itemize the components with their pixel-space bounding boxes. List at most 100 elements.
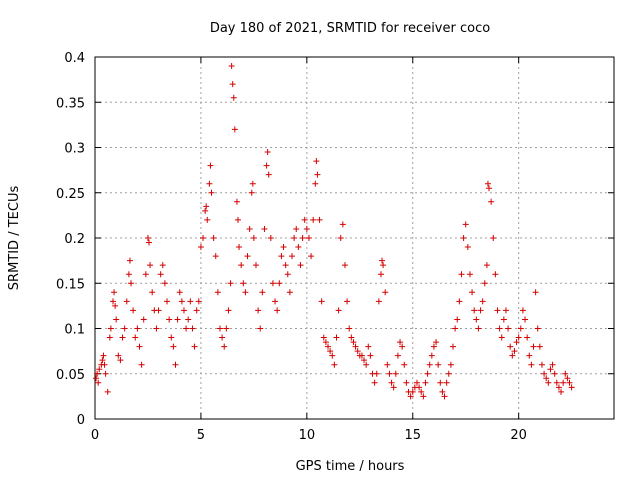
data-point [314, 171, 321, 178]
data-point [519, 307, 526, 314]
data-point [541, 370, 548, 377]
data-point [228, 63, 235, 70]
data-point [456, 298, 463, 305]
data-point [95, 379, 102, 386]
data-point [392, 370, 399, 377]
data-point [500, 316, 507, 323]
data-point [100, 352, 107, 359]
data-point [511, 348, 518, 355]
data-point [382, 289, 389, 296]
data-point [492, 271, 499, 278]
data-point [242, 289, 249, 296]
data-point [447, 361, 454, 368]
data-point [388, 379, 395, 386]
data-point [464, 244, 471, 251]
data-point [350, 339, 357, 346]
data-point [526, 352, 533, 359]
data-point [106, 334, 113, 341]
data-point [123, 298, 130, 305]
data-point [208, 189, 215, 196]
data-point [420, 393, 427, 400]
data-point [140, 316, 147, 323]
data-point [310, 216, 317, 223]
data-point [484, 180, 491, 187]
data-point [394, 352, 401, 359]
data-point [313, 158, 320, 165]
data-point [377, 271, 384, 278]
data-point [144, 235, 151, 241]
data-point [101, 361, 108, 368]
data-point [344, 298, 351, 305]
data-point [543, 375, 550, 382]
data-point [259, 289, 266, 296]
data-point [257, 325, 264, 332]
data-point [126, 257, 133, 264]
data-point [219, 334, 226, 341]
data-point [566, 379, 573, 386]
data-point [322, 339, 329, 346]
data-point [558, 388, 565, 395]
data-point [261, 225, 268, 232]
data-point [545, 379, 552, 386]
grid-lines [95, 57, 614, 419]
data-point [207, 162, 214, 169]
data-point [479, 298, 486, 305]
data-point [401, 361, 408, 368]
data-point [441, 393, 448, 400]
data-point [234, 216, 241, 223]
data-point [112, 302, 119, 309]
data-point [244, 253, 251, 260]
data-point [117, 357, 124, 364]
x-tick-label: 0 [91, 428, 99, 443]
data-point [146, 239, 153, 246]
data-point [276, 280, 283, 287]
data-point [191, 343, 198, 350]
data-point [223, 325, 230, 332]
data-point [284, 271, 291, 278]
data-point [562, 370, 569, 377]
chart-title: Day 180 of 2021, SRMTID for receiver coc… [210, 21, 490, 36]
data-point [505, 325, 512, 332]
data-point [301, 216, 308, 223]
data-point [216, 325, 223, 332]
data-point [229, 81, 236, 88]
tick-labels: 0 0.05 0.1 0.15 0.2 0.25 0.3 0.35 0.4 0 5 10 15 20 [56, 51, 527, 443]
data-point [147, 262, 154, 269]
data-point [286, 289, 293, 296]
data-point [348, 334, 355, 341]
y-tick-label: 0.3 [64, 142, 85, 157]
y-tick-label: 0.35 [56, 96, 85, 111]
data-point [193, 307, 200, 314]
data-point [346, 325, 353, 332]
data-point [274, 307, 281, 314]
data-point [458, 271, 465, 278]
data-point [185, 316, 192, 323]
data-point [471, 307, 478, 314]
data-point [113, 316, 120, 323]
data-point [450, 343, 457, 350]
data-point [390, 384, 397, 391]
data-point [509, 352, 516, 359]
data-point [327, 348, 334, 355]
data-point [308, 253, 315, 260]
data-point [130, 307, 137, 314]
data-point [481, 280, 488, 287]
data-point [115, 352, 122, 359]
data-point [534, 325, 541, 332]
data-point [272, 298, 279, 305]
data-point [555, 384, 562, 391]
data-point [280, 244, 287, 251]
data-point [176, 289, 183, 296]
y-tick-label: 0.25 [56, 187, 85, 202]
data-point [214, 289, 221, 296]
data-point [433, 339, 440, 346]
data-point [255, 307, 262, 314]
data-point [263, 162, 270, 169]
data-point [547, 366, 554, 373]
data-point [530, 343, 537, 350]
data-point [236, 244, 243, 251]
y-tick-label: 0.05 [56, 368, 85, 383]
data-point [252, 262, 259, 269]
x-tick-label: 5 [197, 428, 205, 443]
data-point [407, 393, 414, 400]
